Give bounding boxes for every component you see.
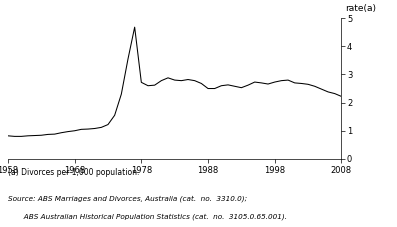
Text: Source: ABS Marriages and Divorces, Australia (cat.  no.  3310.0);: Source: ABS Marriages and Divorces, Aust…: [8, 195, 247, 202]
Text: (a) Divorces per 1,000 population.: (a) Divorces per 1,000 population.: [8, 168, 139, 177]
Text: ABS Australian Historical Population Statistics (cat.  no.  3105.0.65.001).: ABS Australian Historical Population Sta…: [8, 213, 287, 220]
Y-axis label: rate(a): rate(a): [345, 4, 376, 12]
